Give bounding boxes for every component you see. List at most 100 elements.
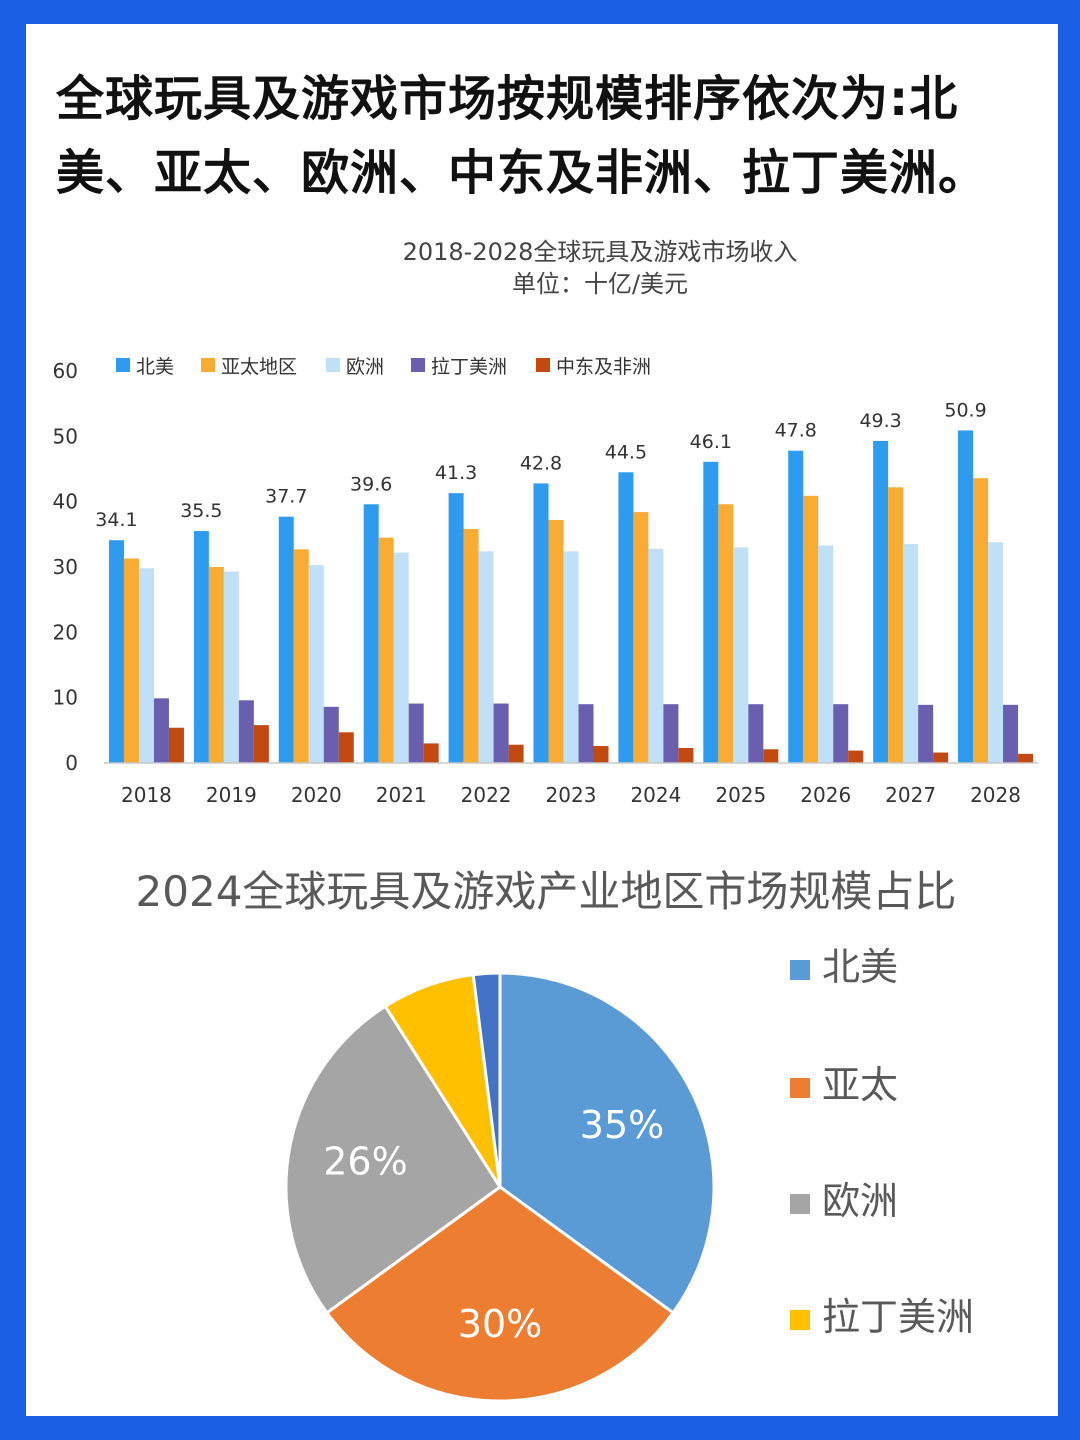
legend-swatch: [790, 1194, 810, 1214]
bar-欧洲-2022: [478, 551, 494, 763]
bar-欧洲-2027: [903, 544, 919, 763]
y-tick-label: 20: [53, 620, 78, 644]
pie-slice-label: 30%: [458, 1302, 542, 1346]
legend-swatch: [201, 358, 215, 372]
bar-中东及非洲-2024: [678, 747, 694, 763]
pie-slice-label: 26%: [323, 1139, 407, 1183]
bar-北美-2019: [193, 531, 209, 763]
data-label: 50.9: [944, 399, 986, 421]
x-tick-label: 2027: [885, 783, 936, 807]
data-label: 35.5: [180, 500, 222, 522]
bar-中东及非洲-2019: [253, 725, 269, 763]
x-tick-label: 2023: [546, 783, 597, 807]
bar-中东及非洲-2028: [1018, 753, 1034, 763]
data-label: 34.1: [95, 509, 137, 531]
bar-欧洲-2018: [138, 568, 154, 763]
legend-label: 拉丁美洲: [431, 356, 507, 378]
pie-chart-slice-labels: 35% 30% 26%: [323, 1103, 664, 1346]
bar-亚太地区-2022: [463, 529, 479, 763]
legend-swatch: [536, 358, 550, 372]
bar-chart-x-axis: 2018 2019 2020 2021 2022 2023 2024 2025 2026 2027…: [121, 783, 1021, 807]
bar-北美-2025: [703, 461, 719, 763]
legend-label: 亚太: [822, 1063, 898, 1107]
bar-chart-subtitle: 单位：十亿/美元: [512, 270, 688, 298]
bar-亚太地区-2027: [888, 487, 904, 763]
bar-北美-2026: [788, 450, 804, 763]
legend-label: 北美: [822, 945, 898, 989]
legend-swatch: [790, 1310, 810, 1330]
pie-chart-slices: [284, 971, 716, 1403]
bar-北美-2023: [533, 483, 549, 763]
bar-中东及非洲-2025: [763, 749, 779, 763]
pie-chart: 2024全球玩具及游戏产业地区市场规模占比 35% 30% 26% 北美亚太欧洲拉丁…: [136, 867, 974, 1403]
bar-北美-2020: [278, 516, 294, 763]
bar-亚太地区-2020: [293, 549, 309, 763]
y-tick-label: 10: [53, 686, 78, 710]
bar-中东及非洲-2021: [423, 743, 439, 763]
legend-swatch: [116, 358, 130, 372]
legend-label: 中东及非洲: [556, 356, 651, 378]
bar-欧洲-2024: [648, 548, 664, 763]
bar-chart-title: 2018-2028全球玩具及游戏市场收入: [403, 238, 798, 266]
legend-label: 北美: [136, 356, 174, 378]
bar-欧洲-2019: [223, 571, 239, 763]
y-tick-label: 0: [65, 751, 78, 775]
bar-北美-2028: [958, 430, 974, 763]
legend-label: 欧洲: [346, 356, 384, 378]
data-label: 47.8: [775, 420, 817, 442]
bar-亚太地区-2023: [548, 519, 564, 763]
legend-label: 欧洲: [822, 1179, 898, 1223]
bar-北美-2024: [618, 472, 634, 763]
data-label: 42.8: [520, 452, 562, 474]
bar-北美-2027: [873, 440, 889, 763]
bar-拉丁美洲-2026: [833, 704, 849, 763]
legend-swatch: [790, 1078, 810, 1098]
bar-chart-legend: 北美 亚太地区 欧洲 拉丁美洲 中东及非洲: [116, 356, 651, 378]
bar-欧洲-2028: [988, 542, 1004, 763]
bar-亚太地区-2024: [633, 512, 649, 763]
data-label: 49.3: [859, 410, 901, 432]
bar-亚太地区-2025: [718, 504, 734, 763]
bar-欧洲-2025: [733, 547, 749, 763]
bar-欧洲-2026: [818, 545, 834, 763]
bar-拉丁美洲-2019: [238, 700, 254, 763]
pie-slice-亚太: [324, 1185, 676, 1403]
legend-swatch: [411, 358, 425, 372]
pie-slice-label: 35%: [580, 1103, 664, 1147]
x-tick-label: 2022: [461, 783, 512, 807]
legend-label: 拉丁美洲: [822, 1295, 974, 1339]
bar-chart-data-labels: 34.1 35.5 37.7 39.6 41.3 42.8 44.5 46.1 47.8 49.3…: [95, 399, 986, 531]
bar-亚太地区-2026: [803, 495, 819, 763]
data-label: 37.7: [265, 486, 307, 508]
x-tick-label: 2018: [121, 783, 172, 807]
bar-拉丁美洲-2028: [1003, 704, 1019, 763]
x-tick-label: 2019: [206, 783, 257, 807]
content-card: 全球玩具及游戏市场按规模排序依次为:北美、亚太、欧洲、中东及非洲、拉丁美洲。 2…: [26, 24, 1058, 1416]
bar-chart-y-axis: 0 10 20 30 40 50 60: [53, 359, 78, 775]
bar-中东及非洲-2022: [508, 744, 524, 763]
bar-欧洲-2020: [308, 565, 324, 763]
x-tick-label: 2028: [970, 783, 1021, 807]
bar-中东及非洲-2023: [593, 746, 609, 763]
bar-拉丁美洲-2027: [918, 704, 934, 763]
bar-中东及非洲-2018: [168, 727, 184, 763]
headline: 全球玩具及游戏市场按规模排序依次为:北美、亚太、欧洲、中东及非洲、拉丁美洲。: [56, 71, 988, 201]
bar-亚太地区-2021: [378, 537, 394, 763]
y-tick-label: 30: [53, 555, 78, 579]
bar-拉丁美洲-2021: [408, 703, 424, 763]
y-tick-label: 40: [53, 490, 78, 514]
bar-北美-2018: [108, 540, 124, 763]
legend-swatch: [790, 960, 810, 980]
bar-拉丁美洲-2020: [323, 706, 339, 763]
x-tick-label: 2025: [715, 783, 766, 807]
legend-label: 亚太地区: [221, 356, 297, 378]
bar-chart: 2018-2028全球玩具及游戏市场收入 单位：十亿/美元 北美 亚太地区 欧洲 拉丁…: [53, 238, 1038, 807]
legend-swatch: [326, 358, 340, 372]
pie-slice-北美: [498, 971, 716, 1315]
data-label: 46.1: [690, 431, 732, 453]
bar-拉丁美洲-2022: [493, 703, 509, 763]
bar-欧洲-2023: [563, 551, 579, 763]
data-label: 39.6: [350, 473, 392, 495]
bar-亚太地区-2028: [973, 478, 989, 763]
